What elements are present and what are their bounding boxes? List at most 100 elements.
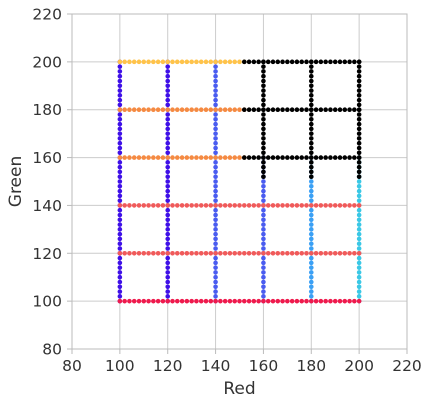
data-point: [308, 289, 314, 294]
data-point: [308, 246, 314, 251]
data-point: [213, 59, 218, 65]
data-point: [299, 203, 305, 208]
x-tick-label: 160: [249, 357, 279, 375]
data-point: [246, 155, 252, 160]
data-point: [356, 188, 362, 194]
data-point: [194, 107, 199, 113]
data-point: [198, 59, 204, 65]
data-point: [261, 140, 266, 146]
data-point: [198, 250, 204, 256]
data-point: [213, 284, 218, 290]
data-point: [270, 203, 276, 208]
data-point: [179, 107, 185, 113]
x-axis-label: Red: [223, 379, 255, 399]
data-point: [189, 250, 194, 256]
data-point: [332, 107, 338, 113]
data-point: [308, 179, 314, 184]
data-point: [270, 59, 276, 65]
data-point: [117, 274, 123, 280]
x-tick-label: 180: [296, 357, 326, 375]
data-point: [347, 250, 352, 256]
data-point: [127, 107, 132, 113]
data-point: [256, 250, 261, 256]
data-point: [213, 294, 218, 299]
data-point: [261, 174, 266, 180]
data-point: [265, 298, 271, 304]
data-point: [323, 298, 328, 304]
data-point: [160, 59, 166, 65]
data-point: [117, 227, 123, 232]
data-point: [155, 155, 161, 160]
data-point: [117, 212, 123, 218]
data-point: [213, 212, 218, 218]
data-point: [241, 59, 247, 65]
data-point: [308, 298, 314, 304]
data-point: [203, 298, 209, 304]
data-point: [160, 250, 166, 256]
data-point: [117, 107, 123, 113]
data-point: [308, 255, 314, 261]
data-point: [356, 207, 362, 213]
data-point: [131, 155, 137, 160]
data-point: [261, 284, 266, 290]
data-point: [194, 59, 199, 65]
data-point: [213, 231, 218, 237]
data-point: [165, 102, 171, 108]
data-point: [117, 203, 123, 208]
data-point: [136, 298, 142, 304]
data-point: [251, 107, 257, 113]
data-point: [213, 69, 218, 74]
data-point: [165, 140, 171, 146]
data-point: [213, 160, 218, 165]
data-point: [117, 217, 123, 223]
data-point: [213, 193, 218, 199]
data-point: [232, 298, 238, 304]
data-point: [308, 160, 314, 165]
data-point: [308, 164, 314, 170]
data-point: [261, 294, 266, 299]
data-point: [117, 241, 123, 247]
data-point: [323, 155, 328, 160]
data-point: [213, 198, 218, 203]
data-point: [261, 145, 266, 151]
data-point: [308, 212, 314, 218]
data-point: [304, 298, 309, 304]
data-point: [237, 298, 242, 304]
data-point: [237, 107, 242, 113]
data-point: [308, 270, 314, 275]
data-point: [308, 188, 314, 194]
data-point: [304, 250, 309, 256]
data-point: [184, 107, 190, 113]
data-point: [203, 203, 209, 208]
data-point: [117, 83, 123, 89]
data-point: [308, 64, 314, 69]
data-point: [165, 121, 171, 127]
data-point: [261, 250, 266, 256]
y-tick-label: 200: [32, 53, 62, 71]
data-point: [299, 59, 305, 65]
data-point: [337, 59, 343, 65]
data-point: [261, 279, 266, 285]
data-point: [256, 155, 261, 160]
data-point: [213, 260, 218, 266]
data-point: [308, 93, 314, 98]
data-point: [165, 131, 171, 136]
data-point: [117, 260, 123, 266]
x-tick-label: 200: [344, 357, 374, 375]
data-point: [179, 298, 185, 304]
data-point: [256, 59, 261, 65]
data-point: [308, 294, 314, 299]
data-point: [213, 97, 218, 103]
data-point: [294, 59, 300, 65]
data-point: [222, 250, 228, 256]
data-point: [352, 298, 357, 304]
data-point: [328, 59, 333, 65]
data-point: [232, 59, 238, 65]
data-point: [280, 155, 285, 160]
data-point: [356, 289, 362, 294]
data-point: [179, 59, 185, 65]
data-point: [165, 188, 171, 194]
data-point: [313, 298, 319, 304]
x-tick-labels: 80 100 120 140 160 180 200 220: [62, 349, 422, 375]
data-point: [117, 231, 123, 237]
